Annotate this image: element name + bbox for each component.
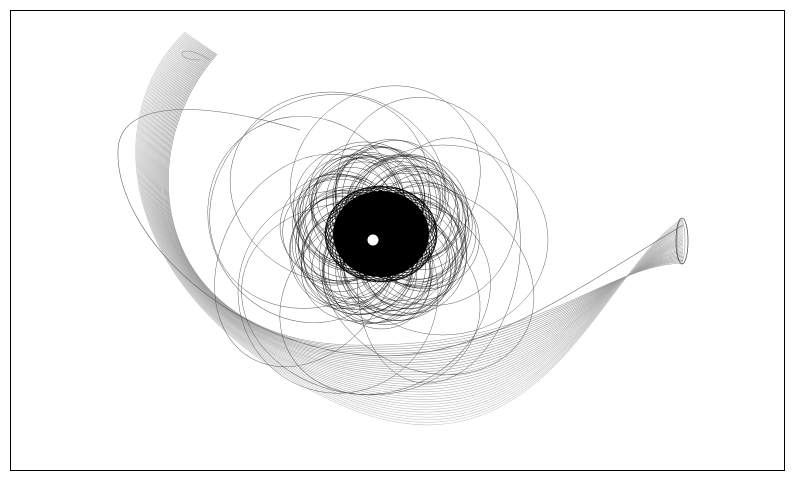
outer-loop xyxy=(289,85,481,277)
core-loop xyxy=(362,188,424,241)
core-loop xyxy=(327,197,389,251)
center-hole xyxy=(367,234,379,246)
tail-curve xyxy=(161,49,684,361)
tail-curve xyxy=(136,32,684,423)
tail-curve xyxy=(153,43,684,380)
tail-curve xyxy=(152,43,684,383)
core-loop xyxy=(369,192,430,245)
tail-end-ellipse xyxy=(675,217,689,265)
core-disk xyxy=(333,191,429,277)
tail-curve xyxy=(166,53,684,348)
tail-curve xyxy=(149,41,684,390)
tail-ribbon xyxy=(117,31,689,426)
core-loop xyxy=(373,197,435,251)
tail-curve xyxy=(140,35,684,413)
outer-loop xyxy=(319,182,535,375)
tail-curve xyxy=(148,40,684,393)
tail-curve xyxy=(157,46,684,370)
tail-curve xyxy=(165,51,684,352)
outer-loop xyxy=(207,116,407,323)
tail-curve xyxy=(142,36,684,408)
outer-loop xyxy=(214,153,401,368)
tail-curve xyxy=(154,44,684,378)
tail-curve xyxy=(138,33,684,418)
core-loop xyxy=(325,200,387,254)
inner-core xyxy=(324,185,438,283)
core-loop xyxy=(332,192,393,245)
tail-curve xyxy=(144,37,684,403)
tail-curve xyxy=(141,35,684,410)
tail-curve xyxy=(160,48,684,363)
tail-curve-dark xyxy=(117,109,684,357)
core-loop xyxy=(329,194,391,248)
core-loop xyxy=(324,204,386,257)
tail-curve xyxy=(155,45,684,375)
core-loop xyxy=(358,186,420,240)
tail-curve xyxy=(162,49,684,359)
axes-frame xyxy=(10,10,785,471)
tail-curve xyxy=(150,41,684,388)
core-loop xyxy=(375,200,437,254)
tail-curve xyxy=(147,39,684,395)
outer-loop xyxy=(209,94,430,309)
tail-curve xyxy=(146,39,684,398)
tail-curve xyxy=(156,45,684,373)
tail-curve xyxy=(151,42,684,385)
tail-curve xyxy=(166,52,684,350)
core-loop xyxy=(365,189,427,243)
tail-curve xyxy=(145,38,684,400)
tail-curve xyxy=(159,47,684,366)
core-loop xyxy=(335,189,397,243)
outer-loop xyxy=(229,91,447,285)
tail-curve xyxy=(167,53,684,346)
core-loop xyxy=(332,223,393,276)
tail-curve xyxy=(164,51,684,354)
core-loop xyxy=(354,186,416,239)
tail-curve xyxy=(158,47,684,368)
core-loop xyxy=(369,223,430,276)
tail-curve xyxy=(143,37,684,405)
tail-end-ellipse-inner xyxy=(676,219,686,263)
tail-curve xyxy=(135,31,684,426)
tail-tip-curve xyxy=(181,50,211,61)
core-loop xyxy=(376,204,438,257)
core-loop xyxy=(371,194,433,248)
tail-curve xyxy=(137,33,684,421)
